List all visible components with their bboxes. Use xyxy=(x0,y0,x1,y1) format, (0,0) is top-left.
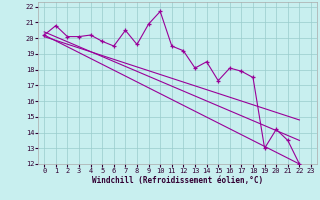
X-axis label: Windchill (Refroidissement éolien,°C): Windchill (Refroidissement éolien,°C) xyxy=(92,176,263,185)
